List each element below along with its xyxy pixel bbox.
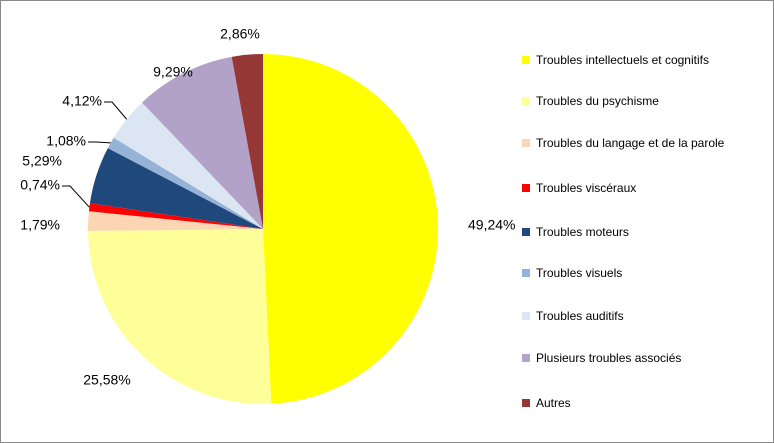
legend-entry: Plusieurs troubles associés (522, 350, 742, 367)
data-label: 0,74% (20, 177, 60, 193)
legend-swatch (522, 97, 530, 105)
legend-label: Troubles auditifs (536, 309, 624, 323)
pie-slice (88, 203, 263, 229)
pie-slice (231, 54, 263, 229)
data-label: 1,79% (20, 217, 60, 233)
legend-label: Troubles moteurs (536, 225, 629, 239)
legend-label: Plusieurs troubles associés (536, 351, 682, 365)
data-label: 1,08% (46, 133, 86, 149)
legend-label: Troubles du langage et de la parole (536, 136, 725, 150)
legend-entry: Autres (522, 395, 742, 412)
legend-label: Troubles viscéraux (536, 181, 637, 195)
pie-slice (141, 56, 263, 229)
data-label: 2,86% (220, 26, 260, 42)
data-label: 49,24% (468, 217, 515, 233)
legend-swatch (522, 139, 530, 147)
legend-label: Troubles intellectuels et cognitifs (536, 53, 709, 67)
pie-slice (88, 229, 272, 404)
pie-slice (88, 211, 264, 231)
legend-swatch (522, 399, 530, 407)
legend-entry: Troubles moteurs (522, 224, 742, 241)
data-label: 4,12% (62, 93, 102, 109)
leader-line (88, 141, 111, 144)
legend-entry: Troubles du psychisme (522, 93, 742, 110)
pie-slice (89, 148, 263, 229)
legend-entry: Troubles intellectuels et cognitifs (522, 52, 742, 69)
legend-swatch (522, 228, 530, 236)
legend-swatch (522, 354, 530, 362)
legend-swatch (522, 269, 530, 277)
legend-entry: Troubles viscéraux (522, 180, 742, 197)
data-label: 9,29% (153, 64, 193, 80)
data-label: 25,58% (83, 372, 130, 388)
pie-slice (263, 54, 439, 404)
leader-line (104, 101, 128, 120)
legend-label: Troubles du psychisme (536, 94, 659, 108)
legend-entry: Troubles auditifs (522, 308, 742, 325)
legend-swatch (522, 56, 530, 64)
pie-slice (107, 137, 263, 229)
legend-entry: Troubles visuels (522, 265, 742, 282)
legend-entry: Troubles du langage et de la parole (522, 135, 742, 152)
legend-swatch (522, 184, 530, 192)
data-label: 5,29% (22, 153, 62, 169)
legend-swatch (522, 312, 530, 320)
leader-line (62, 185, 90, 208)
legend-label: Autres (536, 396, 571, 410)
legend-label: Troubles visuels (536, 266, 623, 280)
pie-slice (113, 102, 264, 229)
